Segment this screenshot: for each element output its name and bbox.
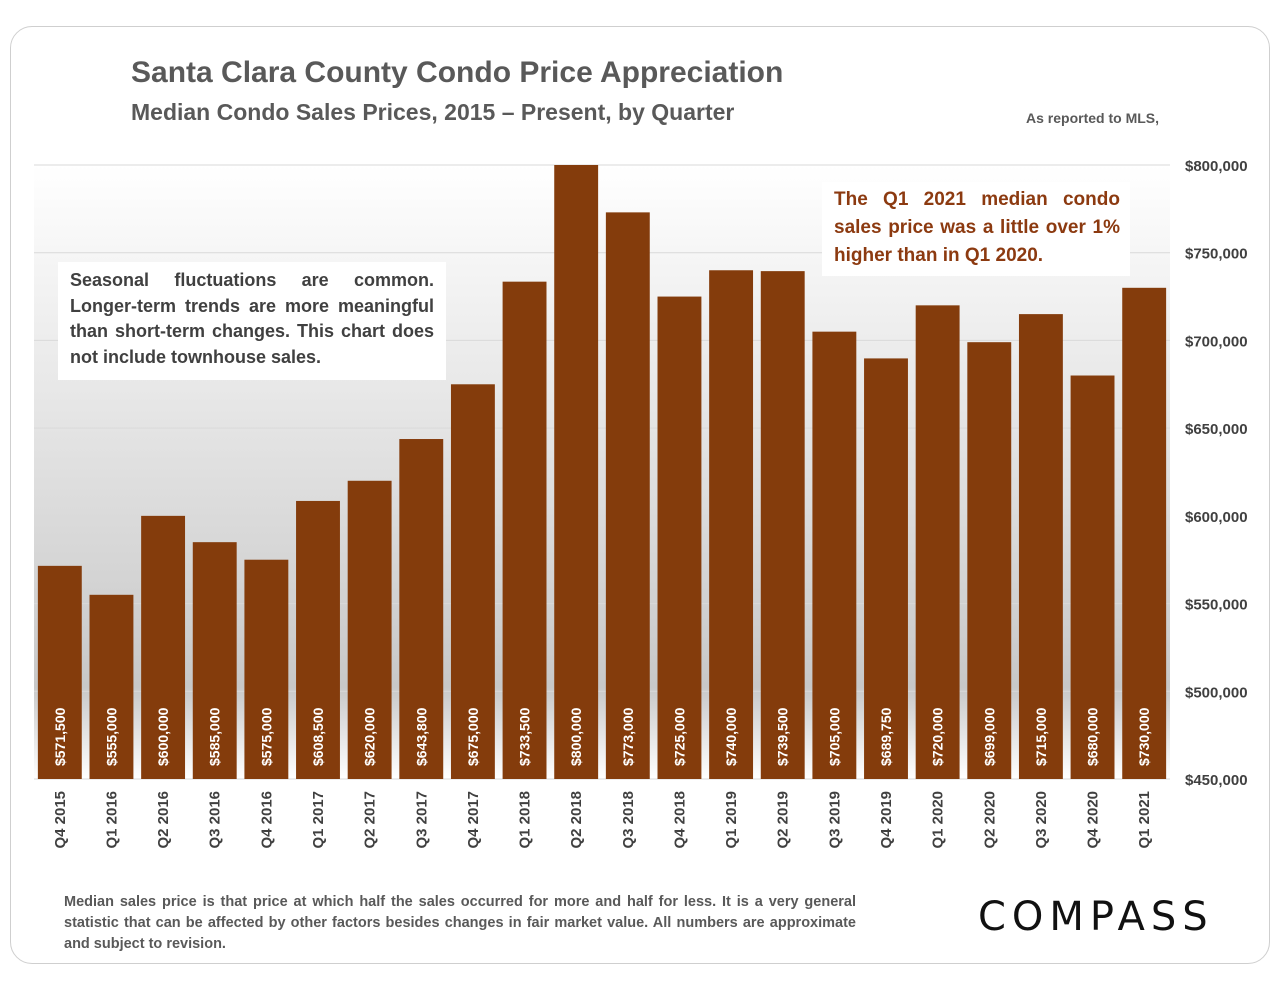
bar	[1122, 287, 1167, 779]
bar	[1018, 314, 1063, 779]
bar	[864, 358, 908, 779]
bar-value-label: $689,750	[878, 707, 894, 766]
bar-value-label: $733,500	[517, 707, 533, 766]
x-tick-label: Q1 2016	[103, 791, 120, 849]
x-tick-label: Q3 2020	[1033, 791, 1050, 849]
x-tick-label: Q1 2018	[517, 791, 534, 849]
bar-value-label: $699,000	[981, 707, 997, 766]
y-tick-label: $700,000	[1185, 333, 1248, 350]
bar	[657, 296, 702, 779]
bar	[89, 594, 134, 779]
x-tick-label: Q1 2021	[1136, 791, 1153, 849]
source-note: As reported to MLS,	[1026, 110, 1160, 126]
bar	[502, 281, 547, 779]
bar-value-label: $608,500	[310, 707, 326, 766]
bar-value-label: $571,500	[52, 707, 68, 766]
bar-value-label: $620,000	[362, 707, 378, 766]
bar	[709, 270, 754, 779]
x-tick-label: Q4 2017	[465, 791, 482, 849]
y-tick-label: $500,000	[1185, 684, 1248, 701]
bar-value-label: $720,000	[930, 707, 946, 766]
bar-value-label: $600,000	[155, 707, 171, 766]
bar-value-label: $739,500	[775, 707, 791, 766]
x-tick-label: Q4 2016	[258, 791, 275, 849]
q1-2021-callout: The Q1 2021 median condo sales price was…	[822, 182, 1130, 276]
bar	[760, 271, 805, 779]
bar-value-label: $740,000	[723, 707, 739, 766]
bar	[450, 384, 495, 779]
bar-value-label: $715,000	[1033, 707, 1049, 766]
x-tick-label: Q2 2017	[362, 791, 379, 849]
x-tick-label: Q2 2020	[981, 791, 998, 849]
y-tick-label: $800,000	[1185, 158, 1248, 175]
bar	[37, 565, 82, 779]
bar	[192, 542, 237, 779]
bar-value-label: $555,000	[103, 707, 119, 766]
x-tick-label: Q4 2019	[878, 791, 895, 849]
x-tick-label: Q3 2019	[826, 791, 843, 849]
bar	[244, 559, 289, 779]
x-tick-label: Q3 2018	[620, 791, 637, 849]
bar-value-label: $680,000	[1085, 707, 1101, 766]
seasonal-note: Seasonal fluctuations are common. Longer…	[58, 262, 446, 380]
x-tick-label: Q2 2016	[155, 791, 172, 849]
bar	[347, 480, 392, 779]
x-tick-label: Q1 2019	[723, 791, 740, 849]
x-tick-label: Q2 2019	[775, 791, 792, 849]
x-tick-label: Q3 2017	[413, 791, 430, 849]
compass-logo: COMPASS	[978, 894, 1214, 940]
chart-title: Santa Clara County Condo Price Appreciat…	[131, 56, 784, 89]
bar	[399, 439, 444, 779]
bar	[296, 500, 340, 779]
y-tick-label: $550,000	[1185, 597, 1248, 614]
footer-disclaimer: Median sales price is that price at whic…	[64, 894, 856, 952]
y-tick-label: $450,000	[1185, 772, 1248, 789]
bar-value-label: $730,000	[1136, 707, 1152, 766]
x-tick-label: Q4 2018	[671, 791, 688, 849]
bar-value-label: $585,000	[207, 707, 223, 766]
bar	[605, 212, 650, 779]
y-tick-label: $750,000	[1185, 246, 1248, 263]
bar	[915, 305, 960, 779]
y-tick-label: $650,000	[1185, 421, 1248, 438]
bar-value-label: $725,000	[671, 707, 687, 766]
x-tick-label: Q2 2018	[568, 791, 585, 849]
x-axis-ticks: Q4 2015 Q1 2016 Q2 2016 Q3 2016 Q4 2016 Q1 20…	[52, 791, 1153, 849]
bar	[141, 515, 186, 779]
bar-value-label: $675,000	[465, 707, 481, 766]
bars	[37, 165, 1167, 779]
bar-labels: $571,500 $555,000 $600,000 $585,000 $575,000…	[52, 707, 1152, 766]
x-tick-label: Q1 2017	[310, 791, 327, 849]
x-tick-label: Q1 2020	[930, 791, 947, 849]
y-tick-label: $600,000	[1185, 509, 1248, 526]
bar-value-label: $575,000	[258, 707, 274, 766]
bar	[967, 342, 1012, 779]
bar-value-label: $705,000	[826, 707, 842, 766]
bar	[554, 165, 599, 779]
x-tick-label: Q4 2020	[1085, 791, 1102, 849]
bar	[812, 331, 857, 779]
chart-subtitle: Median Condo Sales Prices, 2015 – Presen…	[131, 99, 735, 125]
bar-value-label: $643,800	[413, 707, 429, 766]
bar-value-label: $773,000	[620, 707, 636, 766]
x-tick-label: Q4 2015	[52, 791, 69, 849]
x-tick-label: Q3 2016	[207, 791, 224, 849]
y-axis-ticks: $450,000 $500,000 $550,000 $600,000 $650,000…	[1185, 158, 1248, 789]
bar-value-label: $800,000	[568, 707, 584, 766]
bar	[1070, 375, 1115, 779]
